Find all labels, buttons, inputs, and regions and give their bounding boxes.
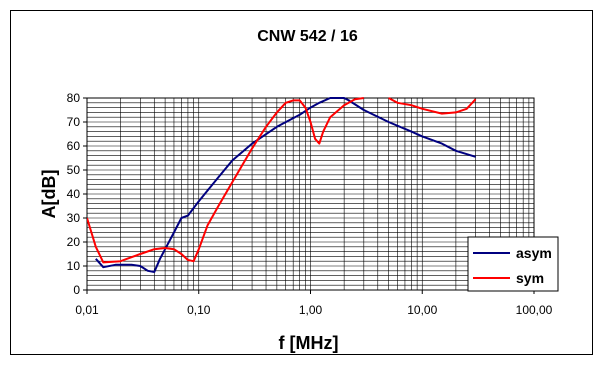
x-tick-label: 10,00 [407, 303, 437, 317]
y-tick-label: 30 [67, 211, 81, 225]
chart-frame: 0 10 20 30 40 50 60 70 80 0,01 0,10 1,00 10,00 100,00… [10, 10, 593, 355]
y-tick-label: 50 [67, 163, 81, 177]
series-line-sym [87, 97, 364, 264]
legend-label-asym: asym [516, 245, 552, 261]
legend-box [467, 236, 559, 292]
chart-title: CNW 542 / 16 [257, 28, 358, 45]
y-tick-label: 70 [67, 115, 81, 129]
y-tick-label: 60 [67, 139, 81, 153]
legend-label-sym: sym [516, 270, 544, 286]
chart-svg: 0 10 20 30 40 50 60 70 80 0,01 0,10 1,00 10,00 100,00… [39, 28, 559, 353]
y-tick-label: 80 [67, 91, 81, 105]
y-tick-label: 20 [67, 235, 81, 249]
y-tick-label: 40 [67, 187, 81, 201]
x-axis-label: f [MHz] [279, 333, 339, 353]
series-line-asym [95, 97, 476, 273]
y-tick-label: 10 [67, 259, 81, 273]
x-tick-label: 0,01 [75, 303, 99, 317]
x-tick-label: 100,00 [516, 303, 553, 317]
x-tick-label: 0,10 [187, 303, 211, 317]
y-tick-label: 0 [73, 283, 80, 297]
y-axis-label: A[dB] [39, 170, 59, 219]
x-tick-label: 1,00 [299, 303, 323, 317]
series-line-sym [388, 97, 477, 115]
